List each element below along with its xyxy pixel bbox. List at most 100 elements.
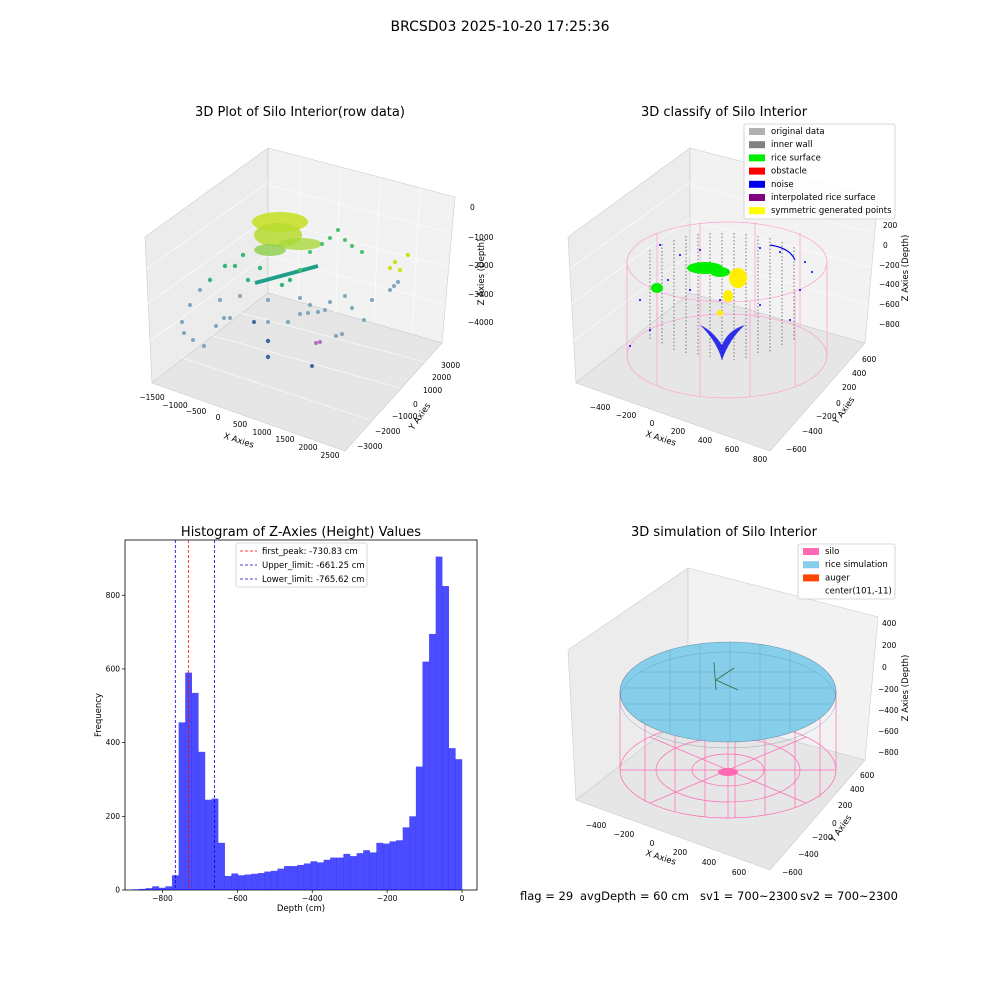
legend-label: noise — [771, 180, 794, 190]
histogram-y-ticks: 0 200 400 600 800 — [106, 591, 125, 895]
histogram-xlabel: Depth (cm) — [277, 904, 325, 914]
sim-auger-marks — [713, 661, 739, 691]
raw-ytick: −2000 — [375, 427, 401, 436]
sim-ytick: 200 — [838, 801, 853, 810]
classify-ytick: 600 — [862, 355, 877, 364]
classify-rice-surface — [651, 262, 730, 293]
classify-title: 3D classify of Silo Interior — [641, 105, 808, 120]
sim-ytick: −600 — [782, 868, 803, 877]
histogram-bar — [191, 692, 199, 890]
sim-rice-edge — [619, 651, 837, 749]
histogram-xtick-label: −600 — [227, 894, 248, 903]
raw-ytick: 1000 — [423, 386, 442, 395]
histogram-bar — [422, 661, 430, 890]
raw-xlabel: X Axies — [222, 431, 255, 450]
legend-label: inner wall — [771, 140, 812, 150]
histogram-bar — [152, 886, 160, 890]
raw-floor-pane — [151, 292, 443, 452]
histogram-bar — [389, 841, 397, 890]
sim-ytick: 400 — [850, 785, 865, 794]
classify-floor-pane — [575, 292, 866, 452]
histogram-bar — [402, 827, 410, 890]
legend-label: interpolated rice surface — [771, 193, 876, 203]
histogram-bars — [132, 556, 463, 890]
raw-xtick: 2000 — [298, 443, 317, 452]
histogram-legend-label: first_peak: -730.83 cm — [262, 547, 358, 557]
raw-ztick: 0 — [470, 203, 475, 212]
classify-ztick: −200 — [879, 261, 900, 270]
histogram-bar — [317, 862, 324, 890]
histogram-bar — [165, 886, 173, 890]
legend-label: original data — [771, 127, 825, 137]
classify-xtick: −200 — [616, 411, 637, 420]
histogram-bar — [415, 766, 423, 890]
legend-label: rice surface — [771, 153, 821, 163]
classify-legend: original data inner wall rice surface obsta… — [743, 123, 896, 220]
classify-ztick: 0 — [883, 241, 888, 250]
classify-xtick: 800 — [753, 455, 768, 464]
sim-legend-box — [797, 543, 896, 600]
raw-xtick: 500 — [233, 420, 248, 429]
classify-xtick: 0 — [650, 419, 655, 428]
histogram-bar — [158, 887, 166, 890]
legend-swatch — [749, 167, 765, 175]
raw-ytick: −3000 — [357, 442, 383, 451]
histogram-bar — [455, 759, 463, 890]
raw-xtick: 1500 — [275, 435, 294, 444]
raw-x-ticks: −1500 −1000 −500 0 500 1000 1500 2000 25… — [139, 393, 339, 460]
histogram-bar — [336, 857, 344, 890]
histogram-bar — [257, 873, 265, 890]
raw-xtick: −500 — [186, 407, 207, 416]
sim-y-ticks: −600 −400 −200 0 200 400 600 — [782, 771, 875, 877]
legend-swatch — [749, 207, 765, 215]
histogram-bar — [204, 799, 212, 890]
sim-ztick: −600 — [878, 727, 899, 736]
status-flag: flag = 29 — [520, 889, 573, 903]
raw-z-ticks: −4000 −3000 −2000 −1000 0 — [468, 203, 494, 327]
histogram-bar — [251, 873, 258, 890]
legend-label: obstacle — [771, 167, 807, 177]
raw-ztick: −3000 — [468, 290, 494, 299]
legend-swatch — [749, 180, 765, 188]
status-avgdepth: avgDepth = 60 cm — [580, 889, 689, 903]
histogram-legend-label: Lower_limit: -765.62 cm — [262, 575, 364, 585]
classify-z-ticks: −800 −600 −400 −200 0 200 — [879, 221, 900, 329]
raw-zlabel: Z Axies (Depth) — [477, 239, 487, 306]
legend-swatch — [749, 154, 765, 162]
legend-label: symmetric generated points — [771, 206, 892, 216]
histogram-bar — [270, 870, 278, 890]
sim-xtick: 600 — [732, 868, 747, 877]
histogram-legend-box — [235, 542, 368, 588]
classify-ytick: 200 — [842, 383, 857, 392]
classify-ztick: −400 — [879, 280, 900, 289]
histogram-xtick-label: −200 — [377, 894, 398, 903]
histogram-bar — [178, 722, 186, 890]
raw-title: 3D Plot of Silo Interior(row data) — [195, 105, 405, 120]
histogram-legend: first_peak: -730.83 cm Upper_limit: -661.… — [235, 542, 368, 588]
classify-y-ticks: −600 −400 −200 0 200 400 600 — [786, 355, 877, 454]
raw-scatter-points — [180, 212, 411, 368]
legend-swatch — [803, 548, 819, 555]
histogram-bar — [132, 889, 140, 890]
sim-center-marker — [718, 768, 738, 776]
legend-swatch — [749, 141, 765, 149]
sim-ytick: 600 — [860, 771, 875, 780]
legend-swatch — [749, 128, 765, 135]
sim-x-ticks: −400 −200 0 200 400 600 — [586, 821, 747, 877]
histogram-bar — [429, 633, 436, 890]
classify-silo-wireframe — [626, 221, 828, 399]
sim-ytick: −400 — [798, 850, 819, 859]
classify-xtick: 600 — [725, 445, 740, 454]
classify-ytick: 0 — [836, 399, 841, 408]
histogram-ytick-label: 0 — [115, 886, 120, 895]
classify-ytick: −600 — [786, 445, 807, 454]
raw-xtick: 1000 — [252, 428, 271, 437]
sim-legend: silo rice simulation auger center(101,-11) — [797, 543, 896, 600]
histogram-legend-label: Upper_limit: -661.25 cm — [262, 561, 365, 571]
sim-xtick: −200 — [614, 830, 635, 839]
histogram-bar — [369, 852, 377, 890]
histogram-ytick-label: 800 — [106, 591, 121, 600]
histogram-bar — [277, 868, 285, 890]
sim-ytick: −200 — [812, 833, 833, 842]
